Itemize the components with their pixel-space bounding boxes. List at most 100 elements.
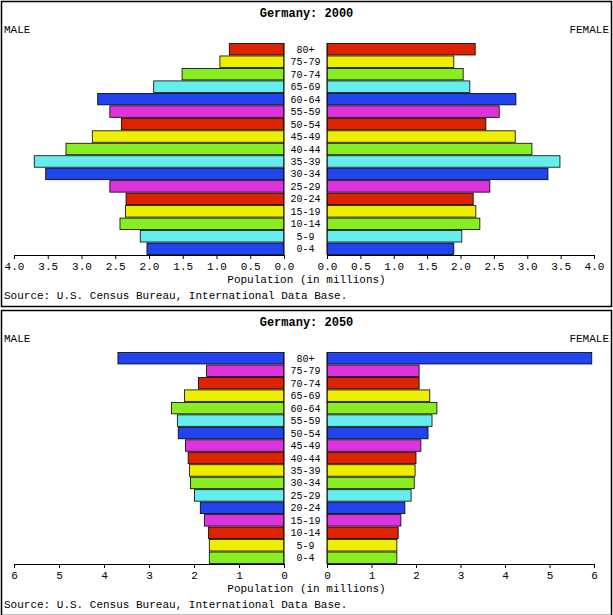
tick: 4 (101, 564, 108, 582)
category-label: 30-34 (290, 478, 320, 489)
tick-mark (149, 255, 150, 259)
bar (208, 527, 284, 538)
tick-mark (372, 564, 373, 568)
bars (327, 352, 592, 563)
category-label: 15-19 (290, 516, 320, 527)
bar (327, 490, 411, 501)
tick-label: 1 (236, 570, 243, 582)
category-label: 65-69 (290, 82, 320, 93)
bar (327, 452, 416, 463)
tick-mark (550, 564, 551, 568)
tick: 3.5 (38, 255, 58, 273)
tick-label: 1.5 (418, 261, 438, 273)
tick-mark (561, 255, 562, 259)
category-label: 10-14 (290, 528, 320, 539)
tick: 5 (56, 564, 63, 582)
panel-frame (2, 2, 612, 307)
tick-mark (115, 255, 116, 259)
bar (327, 131, 515, 142)
category-label: 55-59 (290, 107, 320, 118)
tick-mark (416, 564, 417, 568)
tick-mark (14, 255, 15, 259)
bars (34, 43, 284, 254)
bar (327, 515, 401, 526)
bar (140, 231, 284, 242)
tick-mark (149, 564, 150, 568)
x-axis: 0.00.51.01.52.02.53.03.54.0 (318, 255, 605, 273)
tick: 5 (547, 564, 554, 582)
category-label: 15-19 (290, 207, 320, 218)
tick-label: 1.0 (207, 261, 227, 273)
category-label: 20-24 (290, 194, 320, 205)
bar (327, 156, 560, 167)
title: Germany: 2000 (260, 7, 354, 21)
tick-label: 3.5 (551, 261, 571, 273)
title: Germany: 2050 (260, 316, 354, 330)
bar (327, 231, 462, 242)
tick-label: 0.0 (275, 261, 295, 273)
tick-label: 2 (191, 570, 198, 582)
category-label: 70-74 (290, 379, 320, 390)
bar (220, 56, 284, 67)
bar (185, 390, 284, 401)
category-label: 75-79 (290, 57, 320, 68)
bar (110, 106, 284, 117)
bar (110, 181, 284, 192)
tick-label: 2.0 (451, 261, 471, 273)
bar (327, 193, 473, 204)
tick: 1.0 (384, 255, 404, 273)
tick: 3.0 (518, 255, 538, 273)
axis-title: Population (in millions) (227, 274, 385, 286)
tick-mark (494, 255, 495, 259)
tick: 4.0 (585, 255, 605, 273)
tick: 1 (236, 564, 243, 582)
tick-label: 6 (11, 570, 18, 582)
bar (327, 218, 480, 229)
bar (327, 440, 421, 451)
bar (200, 502, 284, 513)
bar (121, 118, 284, 129)
tick-mark (284, 564, 285, 568)
source-note: Source: U.S. Census Bureau, Internationa… (4, 599, 347, 611)
tick: 2.0 (451, 255, 471, 273)
bar (327, 477, 414, 488)
bar (34, 156, 284, 167)
tick-mark (250, 255, 251, 259)
zero-line (284, 43, 285, 255)
bar (185, 440, 284, 451)
bar (327, 502, 405, 513)
panel: Germany: 2000MALE0.00.51.01.52.02.53.03.… (2, 2, 612, 307)
zero-line (327, 43, 328, 255)
category-label: 20-24 (290, 503, 320, 514)
tick: 1.0 (207, 255, 227, 273)
tick-mark (217, 255, 218, 259)
bar (327, 243, 454, 254)
category-label: 80+ (296, 354, 314, 365)
series-label: MALE (4, 24, 31, 36)
tick-mark (427, 255, 428, 259)
bars (118, 352, 284, 563)
bar (327, 365, 419, 376)
tick-label: 3.0 (518, 261, 538, 273)
category-label: 80+ (296, 45, 314, 56)
category-label: 40-44 (290, 145, 320, 156)
bar (327, 527, 398, 538)
category-label: 0-4 (296, 553, 314, 564)
bar (190, 477, 284, 488)
zero-line (327, 352, 328, 564)
tick: 2.5 (106, 255, 126, 273)
bar (327, 415, 432, 426)
tick-label: 3.5 (38, 261, 58, 273)
category-label: 55-59 (290, 416, 320, 427)
category-label: 35-39 (290, 466, 320, 477)
bar (46, 168, 284, 179)
bar (327, 118, 486, 129)
tick-label: 5 (547, 570, 554, 582)
bar (188, 452, 284, 463)
category-label: 65-69 (290, 391, 320, 402)
series-label: MALE (4, 333, 31, 345)
bar (177, 415, 284, 426)
tick: 0.0 (275, 255, 295, 273)
category-label: 0-4 (296, 244, 314, 255)
tick-label: 3 (458, 570, 465, 582)
